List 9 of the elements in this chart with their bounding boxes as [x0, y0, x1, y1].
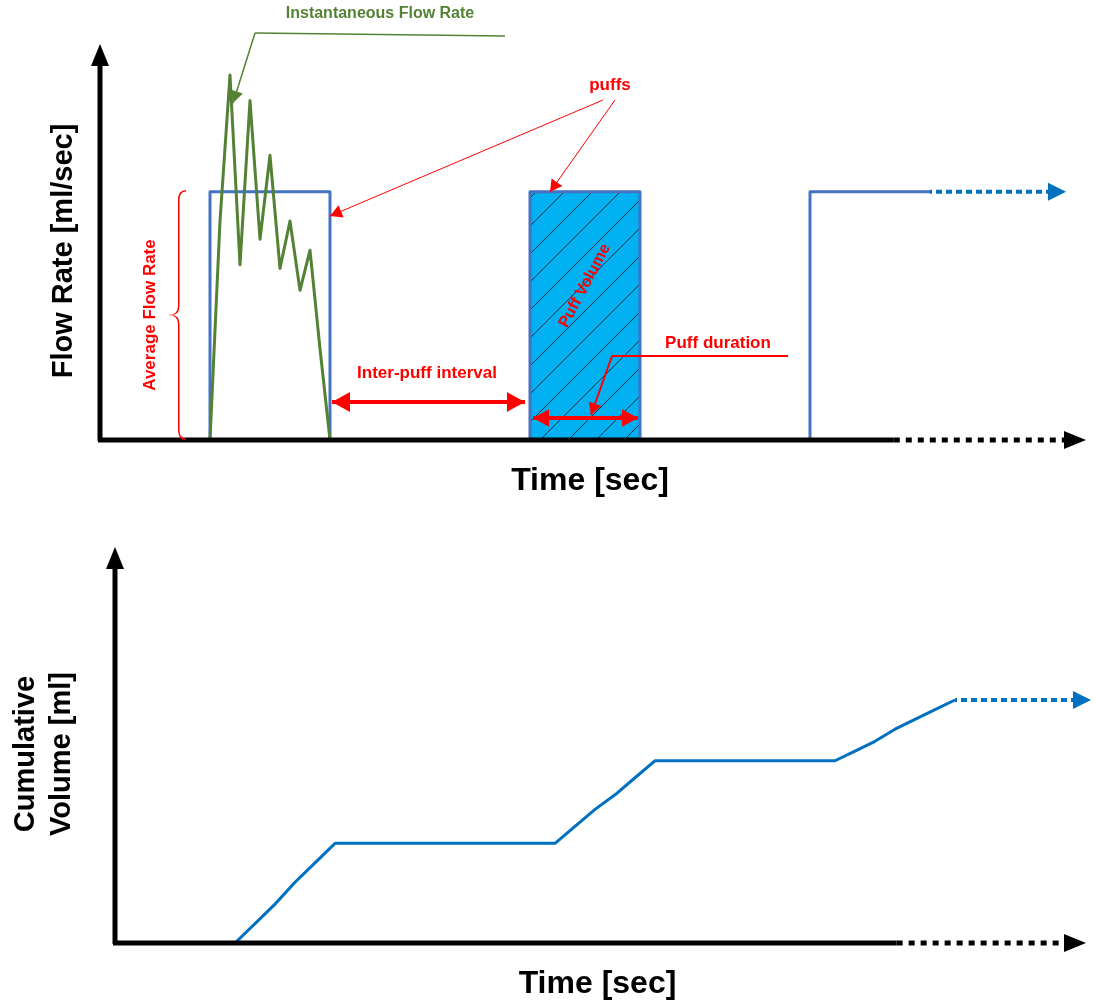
x-axis-title: Time [sec] [518, 964, 677, 1000]
annotation: Puff duration [665, 333, 771, 352]
annotation: puffs [589, 75, 631, 94]
annotation: Inter-puff interval [357, 363, 497, 382]
y-axis-title: Cumulative Volume [ml] [8, 672, 76, 836]
annotation: Average Flow Rate [140, 239, 159, 391]
x-axis-title: Time [sec] [511, 461, 669, 497]
text: Instantaneous Flow Rate [285, 4, 475, 21]
y-axis-title: Flow Rate [ml/sec] [46, 123, 78, 379]
